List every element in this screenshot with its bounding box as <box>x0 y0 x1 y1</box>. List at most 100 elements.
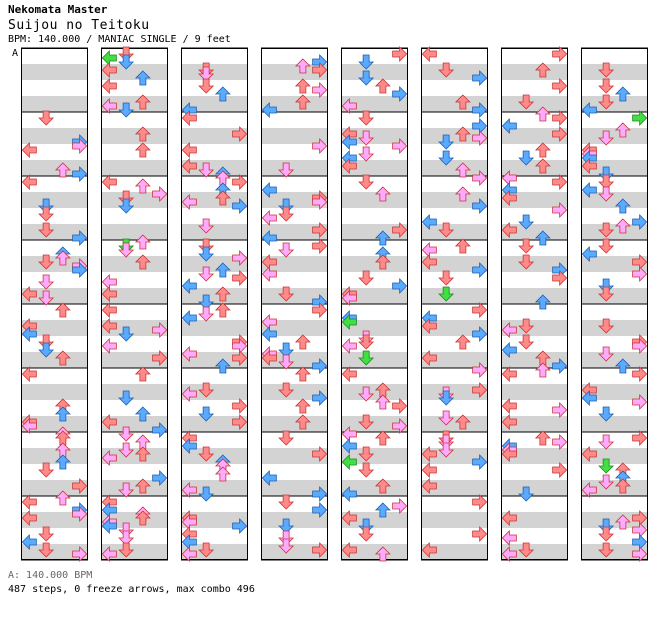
step-arrow <box>598 78 614 94</box>
step-arrow <box>278 206 294 222</box>
step-arrow <box>101 78 117 94</box>
step-arrow <box>135 178 151 194</box>
beat-stripe <box>421 128 488 144</box>
beat-stripe <box>101 256 168 272</box>
beat-stripe <box>501 544 568 560</box>
step-arrow <box>341 366 357 382</box>
beat-stripe <box>581 320 648 336</box>
column-frame <box>21 48 88 560</box>
step-arrow <box>518 334 534 350</box>
beat-stripe <box>101 384 168 400</box>
beat-stripe <box>181 544 248 560</box>
beat-stripe <box>21 448 88 464</box>
beat-stripe <box>581 64 648 80</box>
step-arrow <box>232 398 248 414</box>
beat-stripe <box>341 256 408 272</box>
beat-stripe <box>101 480 168 496</box>
step-arrow <box>295 366 311 382</box>
column-frame <box>501 48 568 560</box>
step-arrow <box>358 462 374 478</box>
step-arrow <box>552 78 568 94</box>
beat-stripe <box>101 544 168 560</box>
beat-stripe <box>341 352 408 368</box>
step-arrow <box>135 142 151 158</box>
beat-stripe <box>421 448 488 464</box>
chart-column <box>181 47 248 562</box>
step-arrow <box>438 270 454 286</box>
beat-stripe <box>21 512 88 528</box>
beat-stripe <box>341 160 408 176</box>
beat-stripe <box>181 96 248 112</box>
beat-stripe <box>341 512 408 528</box>
beat-stripe <box>501 480 568 496</box>
beat-stripe <box>21 64 88 80</box>
step-arrow <box>21 174 37 190</box>
step-arrow <box>598 434 614 450</box>
beat-stripe <box>261 384 328 400</box>
column-frame <box>261 48 328 560</box>
step-arrow <box>392 46 408 62</box>
bpm-marker: A <box>12 48 19 59</box>
beat-stripe <box>341 384 408 400</box>
step-arrow <box>38 526 54 542</box>
step-arrow <box>421 46 437 62</box>
column-frame <box>341 48 408 560</box>
beat-stripe <box>21 352 88 368</box>
step-arrow <box>101 338 117 354</box>
step-arrow <box>295 78 311 94</box>
beat-stripe <box>181 448 248 464</box>
beat-stripe <box>261 256 328 272</box>
beat-stripe <box>421 64 488 80</box>
beat-stripe <box>421 544 488 560</box>
beat-stripe <box>181 288 248 304</box>
beat-stripe <box>421 224 488 240</box>
step-arrow <box>21 142 37 158</box>
beat-stripe <box>581 224 648 240</box>
step-arrow <box>181 142 197 158</box>
step-arrow <box>535 142 551 158</box>
beat-stripe <box>581 256 648 272</box>
beat-stripe <box>421 352 488 368</box>
step-arrow <box>278 242 294 258</box>
beat-stripe <box>421 160 488 176</box>
beat-stripe <box>21 480 88 496</box>
step-arrow <box>392 498 408 514</box>
step-arrow <box>38 110 54 126</box>
beat-stripe <box>261 544 328 560</box>
beat-stripe <box>581 128 648 144</box>
step-arrow <box>518 238 534 254</box>
beat-stripe <box>181 256 248 272</box>
step-arrow <box>358 146 374 162</box>
beat-stripe <box>261 288 328 304</box>
beat-stripe <box>421 96 488 112</box>
step-arrow <box>135 366 151 382</box>
chart-info: BPM: 140.000 / MANIAC SINGLE / 9 feet <box>8 34 231 45</box>
beat-stripe <box>341 544 408 560</box>
beat-stripe <box>101 96 168 112</box>
step-arrow <box>38 462 54 478</box>
beat-stripe <box>21 128 88 144</box>
chart-column <box>421 46 488 561</box>
beat-stripe <box>181 160 248 176</box>
beat-stripe <box>581 288 648 304</box>
beat-stripe <box>261 128 328 144</box>
beat-stripe <box>341 64 408 80</box>
step-arrow <box>38 206 54 222</box>
beat-stripe <box>581 192 648 208</box>
beat-stripe <box>501 160 568 176</box>
step-arrow <box>312 238 328 254</box>
step-arrow <box>101 302 117 318</box>
step-arrow <box>358 270 374 286</box>
beat-stripe <box>261 192 328 208</box>
step-arrow <box>472 302 488 318</box>
beat-stripe <box>261 416 328 432</box>
step-arrow <box>101 174 117 190</box>
beat-stripe <box>101 512 168 528</box>
step-arrow <box>552 174 568 190</box>
beat-stripe <box>181 352 248 368</box>
beat-stripe <box>21 160 88 176</box>
beat-stripe <box>101 160 168 176</box>
beat-stripe <box>101 288 168 304</box>
beat-stripe <box>181 320 248 336</box>
